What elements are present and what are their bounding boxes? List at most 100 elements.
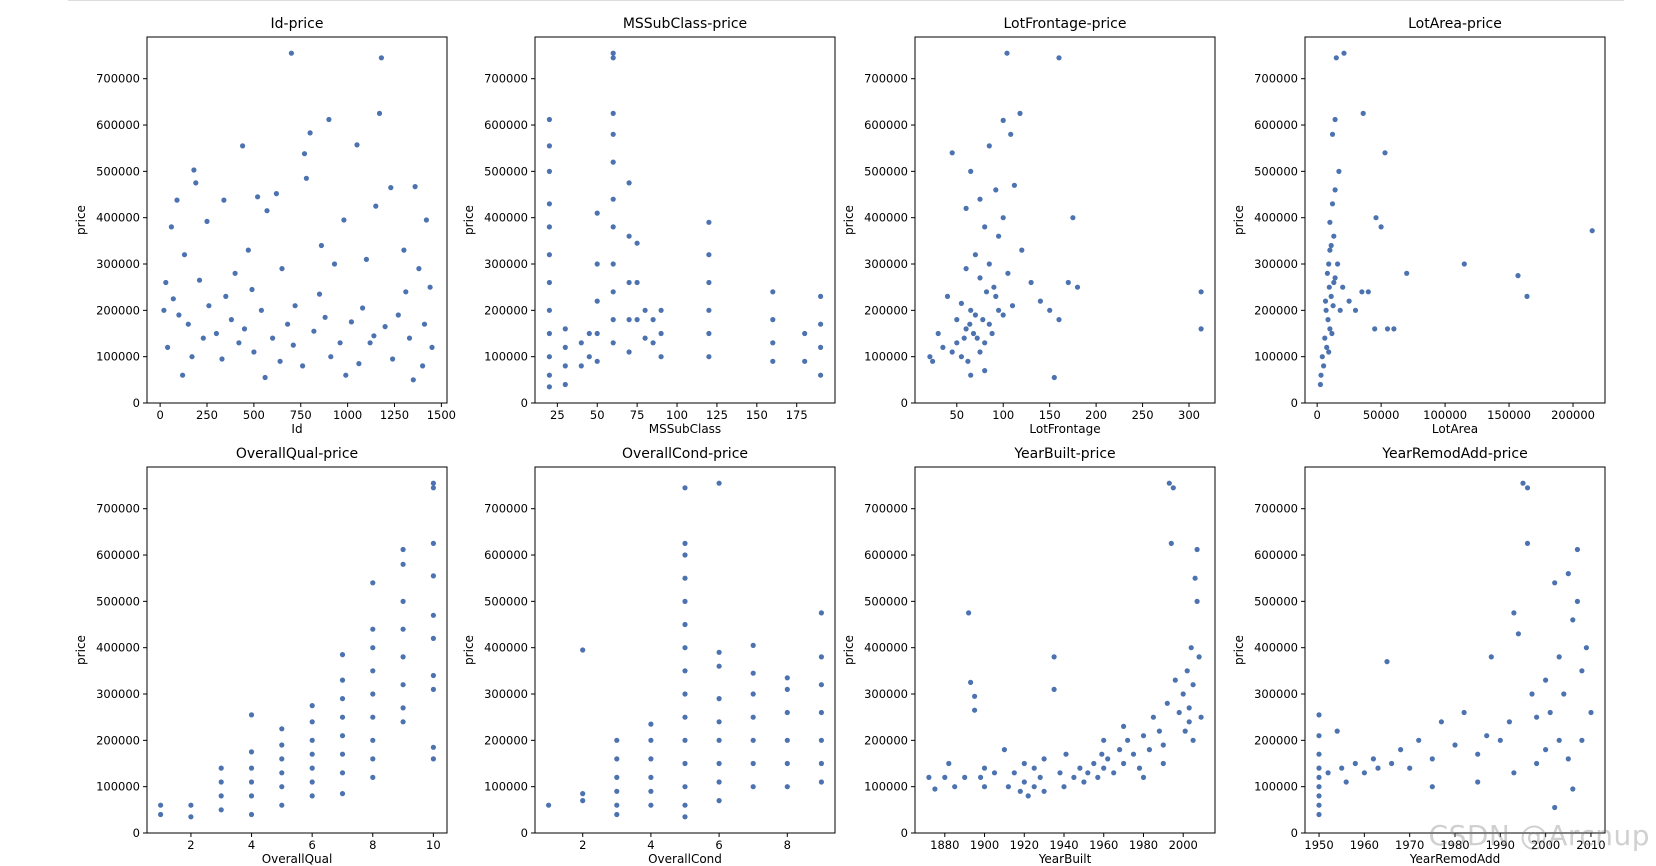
data-point (181, 252, 188, 258)
data-point (1461, 709, 1467, 716)
data-point (977, 275, 983, 281)
data-point (968, 679, 974, 686)
x-tick-label: 2000 (1169, 838, 1198, 852)
data-point (1077, 765, 1083, 771)
data-point (1337, 307, 1343, 313)
x-tick-label: 100 (992, 408, 1014, 422)
data-point (1056, 317, 1062, 323)
data-point (784, 686, 790, 693)
x-tick-label: 125 (706, 408, 728, 422)
data-point (610, 50, 616, 56)
y-tick-label: 0 (1291, 826, 1298, 840)
data-point (354, 142, 360, 148)
data-point (1574, 546, 1580, 553)
data-point (1190, 682, 1196, 688)
data-point (309, 793, 315, 799)
data-point (546, 279, 553, 286)
subplot-4: 0 50000 100000 150000 200000 0 100000 200000 300… (1232, 16, 1606, 436)
data-point (658, 307, 664, 313)
data-point (1515, 631, 1521, 637)
data-point (311, 328, 317, 334)
data-point (614, 811, 620, 818)
y-tick-label: 600000 (484, 548, 528, 562)
data-point (706, 354, 712, 360)
data-point (339, 677, 346, 683)
data-point (370, 691, 376, 697)
data-point (586, 354, 592, 360)
data-point (1121, 723, 1127, 730)
data-point (750, 784, 756, 790)
data-point (1378, 224, 1384, 230)
x-axis-label: OverallCond (648, 852, 722, 866)
y-tick-label: 200000 (96, 303, 140, 317)
data-point (1198, 326, 1204, 332)
data-point (309, 751, 315, 757)
data-point (594, 298, 600, 304)
data-point (248, 811, 255, 818)
data-point (648, 737, 654, 743)
data-point (339, 791, 346, 797)
x-tick-label: 10 (426, 838, 441, 852)
data-point (1164, 700, 1170, 706)
data-point (158, 802, 164, 808)
y-tick-label: 200000 (484, 303, 528, 317)
data-point (1565, 756, 1571, 762)
data-point (430, 480, 436, 486)
data-point (204, 218, 210, 224)
data-point (370, 626, 376, 632)
x-tick-label: 1950 (1304, 838, 1333, 852)
y-tick-label: 0 (521, 826, 528, 840)
data-point (977, 349, 983, 355)
data-point (980, 317, 986, 323)
data-point (1343, 779, 1349, 785)
data-point (1081, 779, 1087, 785)
data-point (594, 330, 600, 337)
data-point (949, 150, 955, 156)
data-point (1579, 737, 1585, 743)
axes-frame (534, 36, 836, 404)
data-point (339, 733, 346, 739)
data-point (770, 358, 776, 364)
data-point (382, 324, 388, 330)
data-point (546, 384, 553, 390)
data-point (1017, 110, 1023, 116)
data-point (818, 760, 825, 767)
data-point (200, 335, 206, 341)
y-tick-label: 0 (133, 396, 140, 410)
y-tick-label: 100000 (96, 780, 140, 794)
data-point (1028, 279, 1034, 286)
data-point (580, 798, 586, 804)
data-point (1429, 784, 1435, 790)
data-point (1194, 546, 1200, 553)
data-point (1004, 50, 1010, 56)
data-point (196, 277, 203, 283)
data-point (249, 286, 255, 293)
data-point (716, 480, 722, 486)
data-point (1332, 275, 1338, 281)
data-point (1579, 668, 1585, 674)
data-point (1524, 540, 1531, 547)
data-point (1326, 261, 1332, 267)
data-point (1322, 298, 1329, 304)
data-point (403, 289, 409, 295)
data-point (412, 184, 418, 190)
data-point (658, 330, 664, 337)
y-tick-label: 400000 (96, 641, 140, 655)
data-point (610, 317, 616, 323)
data-point (288, 50, 294, 56)
data-point (716, 737, 722, 743)
data-point (802, 330, 808, 337)
data-point (1160, 760, 1166, 767)
data-point (802, 358, 808, 364)
data-point (682, 485, 688, 491)
y-tick-label: 600000 (864, 118, 908, 132)
data-point (370, 580, 376, 586)
x-tick-label: 2000 (1531, 838, 1560, 852)
data-point (301, 151, 308, 157)
y-tick-label: 500000 (864, 594, 908, 608)
y-tick-label: 200000 (864, 303, 908, 317)
data-point (1316, 712, 1322, 718)
data-point (1361, 770, 1367, 776)
data-point (1588, 709, 1594, 716)
data-point (968, 307, 974, 313)
